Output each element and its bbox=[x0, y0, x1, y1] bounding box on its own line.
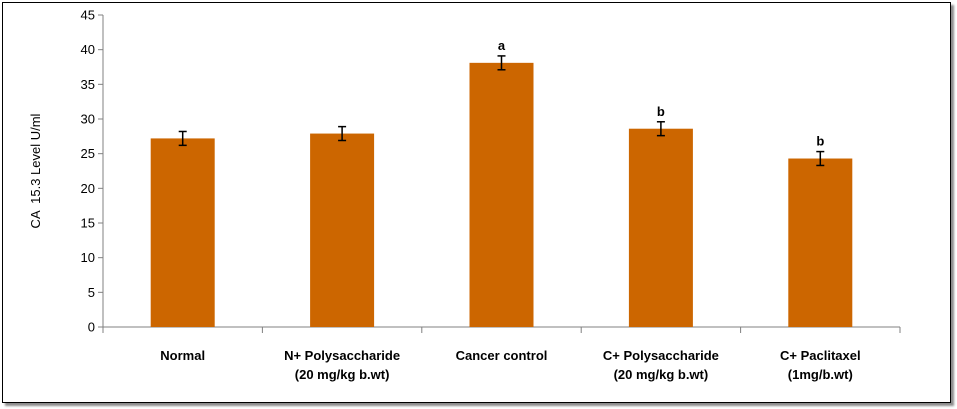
x-category-label: (20 mg/kg b.wt) bbox=[614, 367, 709, 382]
x-category-label: N+ Polysaccharide bbox=[284, 348, 400, 363]
bar bbox=[628, 128, 693, 327]
y-tick-label: 20 bbox=[81, 181, 95, 196]
bar bbox=[150, 138, 215, 327]
y-tick-label: 25 bbox=[81, 146, 95, 161]
bar bbox=[788, 158, 853, 327]
y-tick-label: 0 bbox=[88, 320, 95, 335]
y-tick-label: 15 bbox=[81, 216, 95, 231]
y-tick-label: 5 bbox=[88, 285, 95, 300]
bar bbox=[469, 62, 534, 328]
x-category-label: Cancer control bbox=[456, 348, 548, 363]
x-category-label: C+ Polysaccharide bbox=[603, 348, 719, 363]
x-category-label: (1mg/b.wt) bbox=[788, 367, 853, 382]
x-category-label: Normal bbox=[160, 348, 205, 363]
significance-label: b bbox=[816, 134, 824, 149]
y-tick-label: 40 bbox=[81, 42, 95, 57]
y-tick-label: 30 bbox=[81, 112, 95, 127]
y-tick-label: 10 bbox=[81, 250, 95, 265]
significance-label: b bbox=[657, 104, 665, 119]
x-category-label: C+ Paclitaxel bbox=[780, 348, 861, 363]
y-tick-label: 45 bbox=[81, 8, 95, 23]
bar bbox=[310, 133, 375, 327]
y-tick-label: 35 bbox=[81, 77, 95, 92]
x-category-label: (20 mg/kg b.wt) bbox=[295, 367, 390, 382]
significance-label: a bbox=[498, 38, 506, 53]
y-axis-title: CA 15.3 Level U/ml bbox=[28, 113, 43, 228]
